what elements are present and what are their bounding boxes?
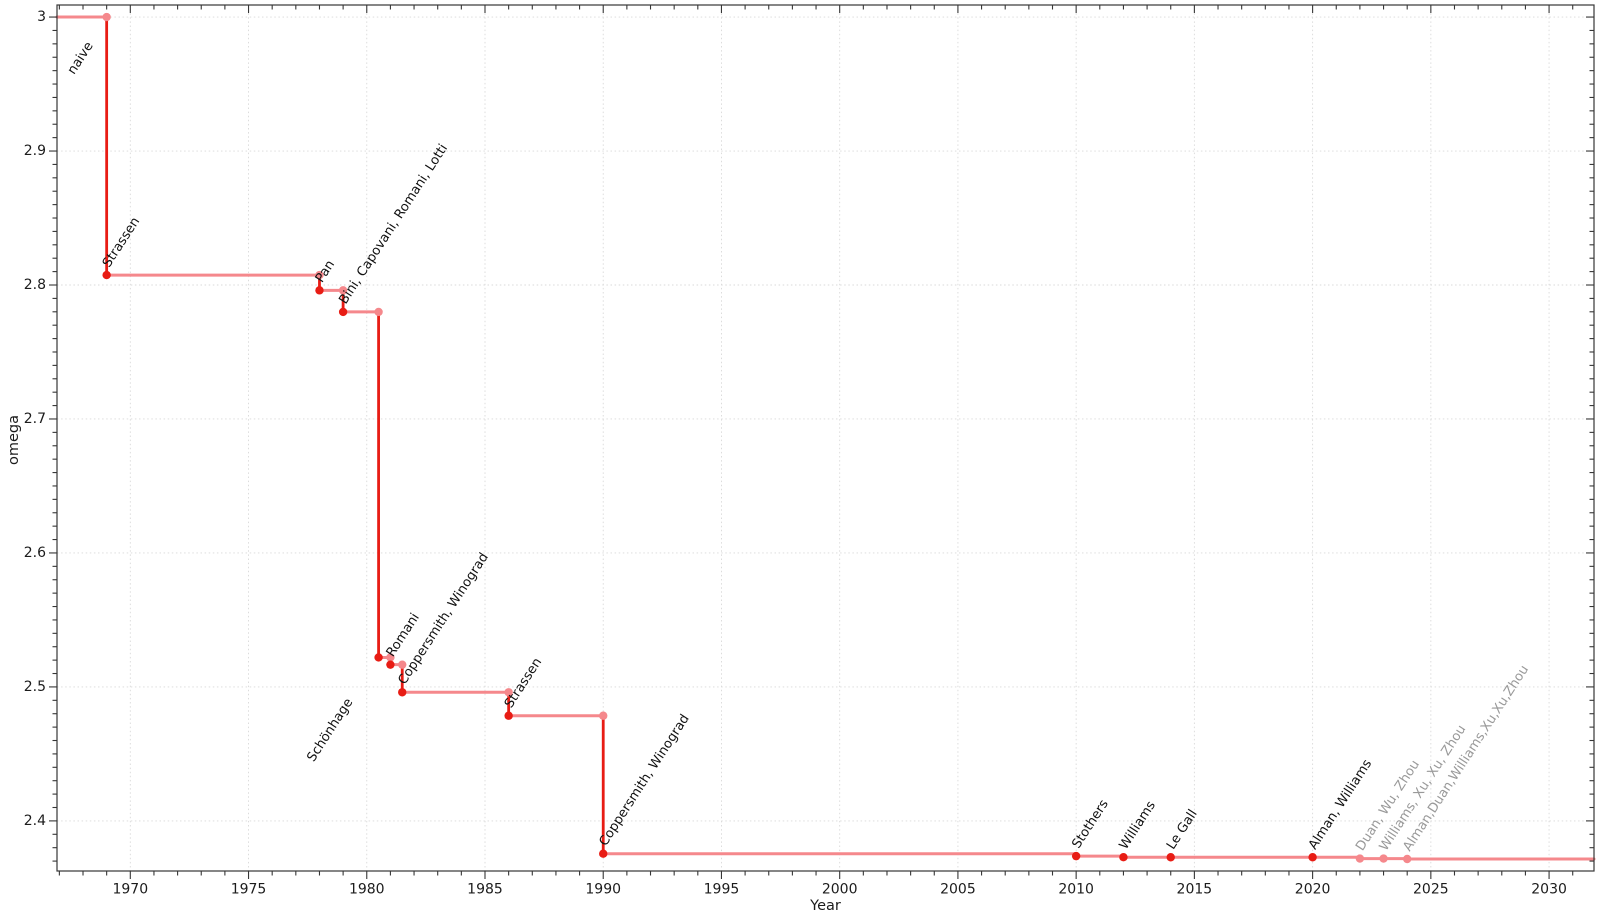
record-point xyxy=(599,849,608,858)
record-point xyxy=(504,711,513,720)
gridlines xyxy=(57,5,1594,871)
x-tick-label: 1995 xyxy=(704,882,740,898)
point-label: naive xyxy=(65,39,97,77)
record-point xyxy=(386,660,395,669)
y-tick-label: 2.9 xyxy=(24,143,46,159)
y-axis-title: omega xyxy=(6,414,22,466)
x-tick-label: 1985 xyxy=(467,882,503,898)
provisional-record-point xyxy=(1402,854,1412,864)
axis-border xyxy=(56,4,1595,872)
corner-point xyxy=(386,653,395,662)
step-line xyxy=(55,15,1596,861)
x-tick-label: 1990 xyxy=(585,882,621,898)
corner-point xyxy=(504,688,513,697)
data-points xyxy=(102,12,1412,864)
record-point xyxy=(1166,853,1175,862)
y-tick-label: 2.6 xyxy=(24,545,46,561)
x-tick-label: 2020 xyxy=(1295,882,1331,898)
record-point xyxy=(102,270,111,280)
corner-point xyxy=(374,307,383,317)
corner-point xyxy=(398,660,407,669)
corner-point xyxy=(338,286,348,295)
point-label: Strassen xyxy=(502,655,545,711)
provisional-record-point xyxy=(1355,854,1365,863)
x-tick-label: 2005 xyxy=(940,882,976,898)
point-label: Bini, Capovani, Romani, Lotti xyxy=(336,142,451,307)
y-tick-label: 2.4 xyxy=(24,813,46,829)
corner-point xyxy=(102,12,111,22)
point-label: Pan xyxy=(313,258,338,286)
record-point xyxy=(398,688,407,697)
point-label: Le Gall xyxy=(1164,807,1201,852)
x-tick-label: 1975 xyxy=(231,882,267,898)
record-point xyxy=(1119,853,1128,862)
corner-point xyxy=(315,270,324,280)
y-tick-label: 3 xyxy=(37,9,46,25)
point-label: Schönhage xyxy=(304,696,356,765)
record-point xyxy=(374,653,383,662)
x-tick-label: 2015 xyxy=(1177,882,1213,898)
x-tick-label: 1970 xyxy=(112,882,148,898)
record-point xyxy=(1308,853,1317,862)
x-tick-label: 2030 xyxy=(1531,882,1567,898)
axes: 1970 1975 1980 1985 1990 1995 2000 2005 2010 2015… xyxy=(24,4,1595,898)
provisional-record-point xyxy=(1379,854,1388,863)
point-label: Williams xyxy=(1117,798,1159,852)
y-tick-label: 2.7 xyxy=(24,411,46,427)
x-axis-title: Year xyxy=(810,898,841,914)
record-point xyxy=(315,286,324,295)
x-tick-label: 2010 xyxy=(1058,882,1094,898)
y-tick-label: 2.8 xyxy=(24,277,46,293)
corner-point xyxy=(599,711,608,720)
x-tick-label: 2000 xyxy=(822,882,858,898)
record-point xyxy=(338,307,348,317)
point-label: Alman,Duan,Williams,Xu,Xu,Zhou xyxy=(1400,663,1532,854)
record-point xyxy=(1071,851,1081,861)
y-tick-label: 2.5 xyxy=(24,679,46,695)
x-tick-label: 2025 xyxy=(1413,882,1449,898)
x-tick-label: 1980 xyxy=(349,882,385,898)
point-label: Coppersmith, Winograd xyxy=(597,712,693,849)
